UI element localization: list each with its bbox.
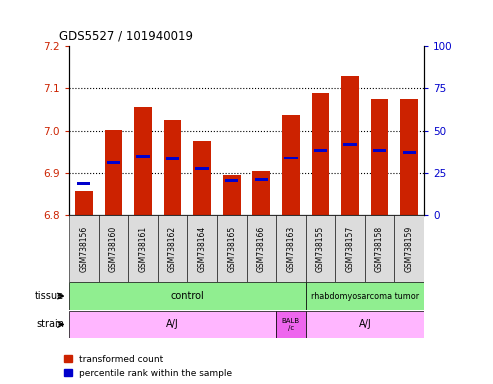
Bar: [128, 215, 158, 282]
Text: BALB
/c: BALB /c: [282, 318, 300, 331]
Bar: [134, 108, 152, 215]
Text: control: control: [171, 291, 204, 301]
Text: rhabdomyosarcoma tumor: rhabdomyosarcoma tumor: [311, 291, 419, 301]
Legend: transformed count, percentile rank within the sample: transformed count, percentile rank withi…: [64, 355, 232, 377]
Bar: [196, 167, 209, 170]
Bar: [69, 282, 306, 310]
Text: GSM738163: GSM738163: [286, 225, 295, 272]
Bar: [223, 175, 241, 215]
Bar: [341, 76, 359, 215]
Text: strain: strain: [36, 319, 64, 329]
Bar: [306, 282, 424, 310]
Bar: [312, 93, 329, 215]
Text: GSM738158: GSM738158: [375, 225, 384, 272]
Text: GSM738160: GSM738160: [109, 225, 118, 272]
Bar: [276, 311, 306, 338]
Bar: [371, 99, 388, 215]
Text: GSM738164: GSM738164: [198, 225, 207, 272]
Bar: [75, 190, 93, 215]
Bar: [166, 157, 179, 160]
Bar: [314, 149, 327, 152]
Bar: [193, 141, 211, 215]
Text: A/J: A/J: [166, 319, 179, 329]
Bar: [136, 155, 150, 158]
Bar: [282, 114, 300, 215]
Bar: [252, 171, 270, 215]
Bar: [394, 215, 424, 282]
Bar: [373, 149, 387, 152]
Text: GSM738162: GSM738162: [168, 225, 177, 272]
Bar: [255, 178, 268, 180]
Text: GSM738156: GSM738156: [79, 225, 88, 272]
Bar: [158, 215, 187, 282]
Bar: [343, 142, 356, 146]
Bar: [164, 120, 181, 215]
Bar: [284, 157, 298, 159]
Text: tissue: tissue: [35, 291, 64, 301]
Text: GSM738166: GSM738166: [257, 225, 266, 272]
Bar: [107, 161, 120, 164]
Bar: [246, 215, 276, 282]
Bar: [403, 151, 416, 154]
Bar: [225, 179, 239, 182]
Text: GSM738159: GSM738159: [405, 225, 414, 272]
Bar: [306, 215, 335, 282]
Text: GSM738157: GSM738157: [346, 225, 354, 272]
Text: GSM738165: GSM738165: [227, 225, 236, 272]
Bar: [276, 215, 306, 282]
Bar: [69, 311, 276, 338]
Bar: [400, 99, 418, 215]
Bar: [217, 215, 246, 282]
Bar: [365, 215, 394, 282]
Bar: [335, 215, 365, 282]
Text: GSM738161: GSM738161: [139, 225, 147, 272]
Text: GDS5527 / 101940019: GDS5527 / 101940019: [59, 29, 193, 42]
Bar: [69, 215, 99, 282]
Bar: [77, 182, 91, 185]
Bar: [105, 130, 122, 215]
Bar: [306, 311, 424, 338]
Text: GSM738155: GSM738155: [316, 225, 325, 272]
Text: A/J: A/J: [358, 319, 371, 329]
Bar: [187, 215, 217, 282]
Bar: [99, 215, 128, 282]
